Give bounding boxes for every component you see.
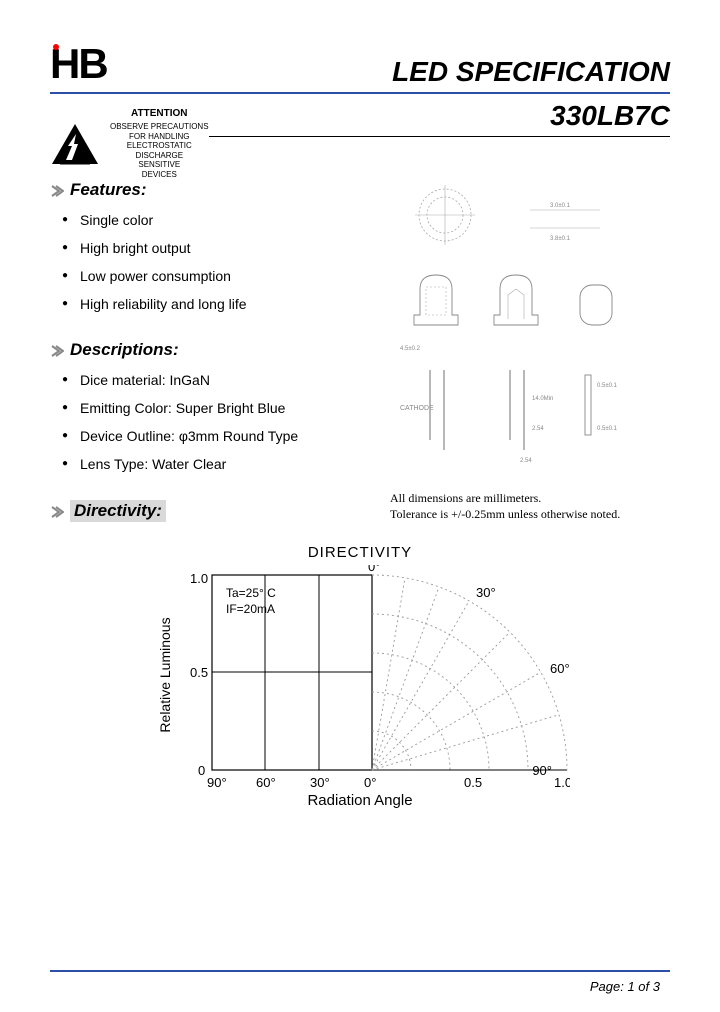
svg-text:3.8±0.1: 3.8±0.1 <box>550 236 571 242</box>
svg-text:1.0: 1.0 <box>554 775 570 790</box>
svg-text:Radiation Angle: Radiation Angle <box>307 792 412 809</box>
features-heading: Features: <box>50 180 370 200</box>
right-column: 3.0±0.1 3.8±0.1 4.5±0.2 <box>390 180 670 534</box>
list-item: Emitting Color: Super Bright Blue <box>80 400 370 416</box>
svg-text:0: 0 <box>198 763 205 778</box>
footer-rule <box>50 970 670 972</box>
directivity-heading: Directivity: <box>50 500 370 522</box>
chevron-icon <box>50 343 64 357</box>
attention-title: ATTENTION <box>110 108 209 120</box>
svg-text:0.5±0.1: 0.5±0.1 <box>597 383 618 389</box>
package-outline-drawing: 3.0±0.1 3.8±0.1 4.5±0.2 <box>390 180 650 480</box>
list-item: Single color <box>80 212 370 228</box>
company-logo: HB <box>50 40 107 88</box>
svg-text:4.5±0.2: 4.5±0.2 <box>400 346 421 352</box>
svg-text:0°: 0° <box>368 565 380 574</box>
directivity-label: Directivity: <box>70 500 166 522</box>
directivity-chart-svg: 1.0 0.5 0 90° 60° 30° 0° Ta=25° C IF=20m… <box>150 565 570 815</box>
svg-text:1.0: 1.0 <box>190 571 208 586</box>
svg-text:CATHODE: CATHODE <box>400 405 434 412</box>
attention-body: OBSERVE PRECAUTIONS FOR HANDLING ELECTRO… <box>110 122 209 180</box>
tolerance-note: All dimensions are millimeters. Toleranc… <box>390 490 670 524</box>
page-number: Page: 1 of 3 <box>590 979 660 994</box>
svg-text:3.0±0.1: 3.0±0.1 <box>550 203 571 209</box>
descriptions-list: Dice material: InGaN Emitting Color: Sup… <box>50 372 370 472</box>
page-header: HB LED SPECIFICATION <box>50 40 670 88</box>
features-list: Single color High bright output Low powe… <box>50 212 370 312</box>
part-rule <box>209 136 670 137</box>
list-item: High bright output <box>80 240 370 256</box>
svg-text:30°: 30° <box>310 775 330 790</box>
attention-text: ATTENTION OBSERVE PRECAUTIONS FOR HANDLI… <box>110 108 209 180</box>
document-title: LED SPECIFICATION <box>392 56 670 88</box>
svg-text:0.5: 0.5 <box>464 775 482 790</box>
left-column: Features: Single color High bright outpu… <box>50 180 370 534</box>
directivity-chart: DIRECTIVITY 1.0 0.5 0 90° 60° 30° 0° Ta=… <box>150 544 570 815</box>
svg-text:Ta=25° C: Ta=25° C <box>226 586 276 600</box>
svg-text:30°: 30° <box>476 585 496 600</box>
part-number: 330LB7C <box>209 100 670 132</box>
svg-text:2.54: 2.54 <box>520 458 532 464</box>
svg-text:0°: 0° <box>364 775 376 790</box>
svg-text:IF=20mA: IF=20mA <box>226 602 275 616</box>
svg-text:60°: 60° <box>256 775 276 790</box>
tolerance-line-1: All dimensions are millimeters. <box>390 490 670 507</box>
svg-text:90°: 90° <box>207 775 227 790</box>
list-item: High reliability and long life <box>80 296 370 312</box>
svg-text:60°: 60° <box>550 661 570 676</box>
list-item: Low power consumption <box>80 268 370 284</box>
header-rule <box>50 92 670 94</box>
list-item: Dice material: InGaN <box>80 372 370 388</box>
logo-dot-icon <box>53 44 59 50</box>
svg-text:14.0Min: 14.0Min <box>532 396 553 402</box>
content-columns: Features: Single color High bright outpu… <box>50 180 670 534</box>
list-item: Device Outline: φ3mm Round Type <box>80 428 370 444</box>
svg-text:Relative Luminous: Relative Luminous <box>157 617 173 732</box>
chevron-icon <box>50 183 64 197</box>
descriptions-label: Descriptions: <box>70 340 179 360</box>
chart-title: DIRECTIVITY <box>150 544 570 561</box>
svg-text:2.54: 2.54 <box>532 426 544 432</box>
list-item: Lens Type: Water Clear <box>80 456 370 472</box>
svg-text:90°: 90° <box>532 763 552 778</box>
esd-triangle-icon <box>50 122 100 166</box>
svg-text:0.5: 0.5 <box>190 665 208 680</box>
descriptions-heading: Descriptions: <box>50 340 370 360</box>
subheader-row: ATTENTION OBSERVE PRECAUTIONS FOR HANDLI… <box>50 100 670 180</box>
esd-attention-block: ATTENTION OBSERVE PRECAUTIONS FOR HANDLI… <box>50 108 209 180</box>
tolerance-line-2: Tolerance is +/-0.25mm unless otherwise … <box>390 506 670 523</box>
chevron-icon <box>50 504 64 518</box>
features-label: Features: <box>70 180 147 200</box>
svg-text:0.5±0.1: 0.5±0.1 <box>597 426 618 432</box>
